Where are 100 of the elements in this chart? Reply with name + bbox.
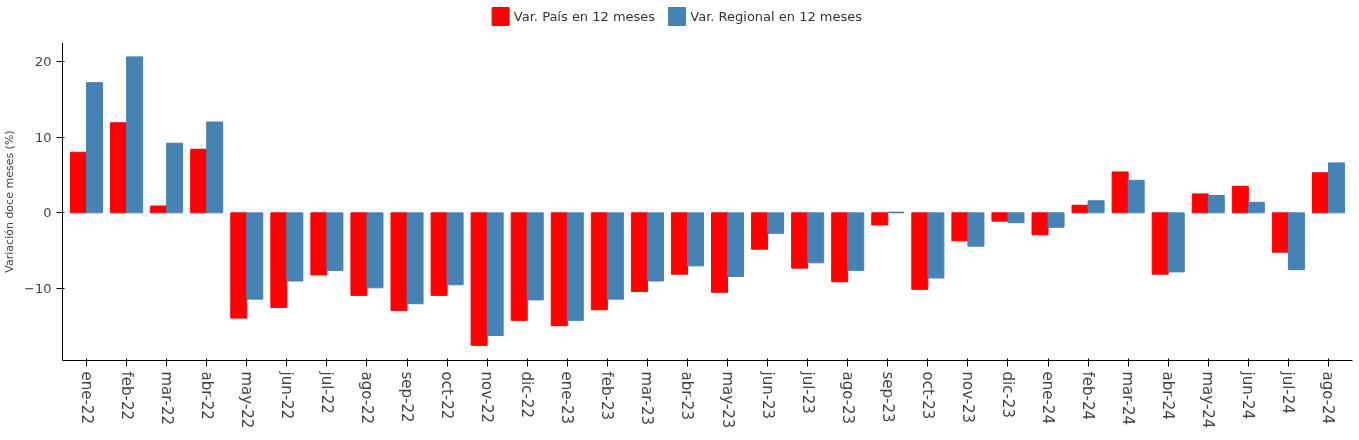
bar xyxy=(927,212,945,279)
bar xyxy=(86,82,104,214)
bar xyxy=(871,212,889,226)
bar xyxy=(486,212,504,337)
x-tick-label: sep-22 xyxy=(398,371,417,423)
x-tick-label: feb-23 xyxy=(598,371,617,421)
bar xyxy=(1231,185,1249,214)
y-axis-title: Variación doce meses (%) xyxy=(3,130,17,273)
x-tick-label: feb-22 xyxy=(117,371,136,421)
y-tick-label: 0 xyxy=(43,205,52,221)
bar xyxy=(791,212,809,269)
x-tick-label: jul-23 xyxy=(798,370,817,414)
y-tick-label: −10 xyxy=(24,281,52,297)
x-tick-label: ago-24 xyxy=(1319,371,1338,425)
legend-label: Var. Regional en 12 meses xyxy=(690,9,863,24)
bar xyxy=(686,212,704,267)
x-tick-label: ene-23 xyxy=(558,371,577,424)
x-tick-label: abr-23 xyxy=(678,371,697,420)
bar xyxy=(1327,162,1345,214)
bar xyxy=(246,212,264,300)
x-tick-label: mar-23 xyxy=(638,371,657,426)
bar xyxy=(991,212,1009,222)
bar xyxy=(206,121,224,214)
bar xyxy=(566,212,584,321)
bar xyxy=(310,212,328,276)
bar xyxy=(1127,179,1145,214)
bar xyxy=(1311,172,1329,214)
x-tick-label: feb-24 xyxy=(1079,371,1098,421)
bar xyxy=(1071,204,1089,214)
x-tick-label: jul-24 xyxy=(1279,370,1298,414)
bar xyxy=(190,148,208,214)
y-tick-label: 10 xyxy=(34,129,52,145)
bar xyxy=(430,212,448,296)
bar xyxy=(911,212,929,290)
bar xyxy=(1191,193,1209,214)
x-tick-label: abr-24 xyxy=(1159,371,1178,420)
bar xyxy=(807,212,825,264)
y-tick-label: 20 xyxy=(34,53,52,69)
bar xyxy=(390,212,408,312)
bar xyxy=(1111,171,1129,214)
bar xyxy=(630,212,648,293)
bar xyxy=(470,212,488,346)
x-tick-label: dic-22 xyxy=(518,371,537,418)
bar xyxy=(1007,212,1025,224)
bar xyxy=(831,212,849,283)
bar xyxy=(1167,212,1185,273)
bar xyxy=(126,56,144,214)
bar xyxy=(110,122,128,214)
bar xyxy=(510,212,528,321)
x-tick-label: ago-23 xyxy=(838,371,857,425)
bar xyxy=(951,212,969,242)
bar xyxy=(230,212,248,319)
x-tick-label: sep-23 xyxy=(878,371,897,423)
x-tick-label: may-22 xyxy=(237,371,256,429)
bar xyxy=(366,212,384,289)
bar xyxy=(550,212,568,327)
bar xyxy=(326,212,344,271)
x-tick-label: may-23 xyxy=(718,371,737,429)
x-tick-label: oct-22 xyxy=(438,371,457,420)
x-tick-label: mar-24 xyxy=(1119,371,1138,426)
x-tick-label: jun-24 xyxy=(1239,370,1258,420)
bar xyxy=(1287,212,1305,271)
bar xyxy=(406,212,424,305)
x-tick-label: ago-22 xyxy=(357,371,376,425)
bar xyxy=(711,212,729,293)
x-tick-label: jul-22 xyxy=(317,370,336,414)
bar xyxy=(286,212,304,282)
x-tick-label: nov-23 xyxy=(958,371,977,424)
bar xyxy=(646,212,664,282)
bar xyxy=(1151,212,1169,275)
x-tick-label: ene-24 xyxy=(1039,371,1058,424)
bar xyxy=(526,212,544,301)
bar xyxy=(751,212,769,250)
x-tick-label: jun-23 xyxy=(758,370,777,420)
bar xyxy=(270,212,288,308)
bar xyxy=(446,212,464,286)
bar xyxy=(1031,212,1049,236)
bar xyxy=(150,205,168,214)
x-tick-label: oct-23 xyxy=(918,371,937,420)
bar xyxy=(1087,200,1105,214)
bar xyxy=(606,212,624,300)
bar xyxy=(166,142,184,214)
bar xyxy=(967,212,985,247)
legend-label: Var. País en 12 meses xyxy=(513,9,656,24)
bar xyxy=(590,212,608,311)
x-tick-label: jun-22 xyxy=(277,370,296,420)
bar xyxy=(70,151,88,214)
x-tick-label: abr-22 xyxy=(197,371,216,420)
x-tick-label: ene-22 xyxy=(77,371,96,424)
bar xyxy=(1047,212,1065,228)
x-tick-label: dic-23 xyxy=(998,371,1017,418)
bar xyxy=(767,212,785,234)
bar xyxy=(350,212,368,296)
bar xyxy=(1247,201,1265,214)
bar xyxy=(727,212,745,277)
x-tick-label: may-24 xyxy=(1199,371,1218,429)
bar xyxy=(847,212,865,271)
bar xyxy=(670,212,688,275)
x-tick-label: mar-22 xyxy=(157,371,176,426)
x-tick-label: nov-22 xyxy=(478,371,497,424)
